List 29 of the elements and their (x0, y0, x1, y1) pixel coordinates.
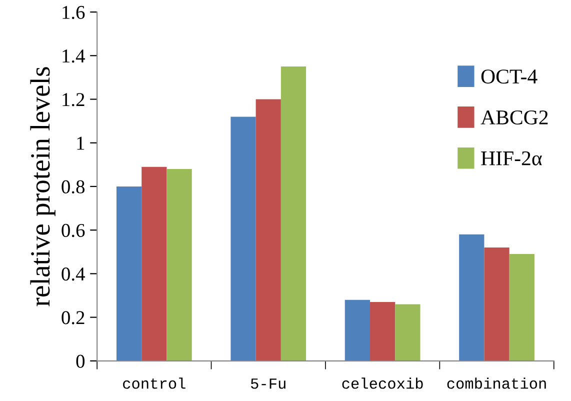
bar (344, 300, 370, 361)
y-tick-label: 0.6 (62, 224, 85, 238)
bar (142, 166, 167, 361)
y-tick-label: 1.2 (62, 93, 84, 106)
x-tick-label: celecoxib (342, 378, 423, 389)
bar (509, 254, 534, 361)
x-tick-label: 5-Fu (250, 378, 286, 389)
bar (395, 304, 420, 361)
bar (256, 99, 281, 361)
y-tick-label: 0 (76, 354, 85, 368)
y-axis-title: relative protein levels (30, 67, 56, 306)
y-tick-label: 0.8 (62, 180, 85, 194)
bar (166, 169, 192, 361)
y-tick-label: 0.2 (62, 311, 84, 324)
bar (459, 234, 484, 361)
bar (280, 66, 306, 361)
y-tick-label: 0.4 (62, 268, 85, 281)
legend-label: ABCG2 (480, 110, 548, 124)
x-tick-label: combination (447, 378, 546, 389)
legend-label: HIF-2α (481, 151, 542, 166)
y-tick-label: 1.6 (62, 6, 85, 20)
bar (116, 186, 142, 361)
bar (484, 248, 510, 361)
legend-label: OCT-4 (481, 70, 538, 84)
y-tick-label: 1.4 (62, 50, 85, 63)
bar (370, 302, 396, 361)
y-tick-label: 1 (77, 136, 84, 150)
bar (230, 116, 256, 361)
x-tick-label: control (123, 378, 186, 389)
